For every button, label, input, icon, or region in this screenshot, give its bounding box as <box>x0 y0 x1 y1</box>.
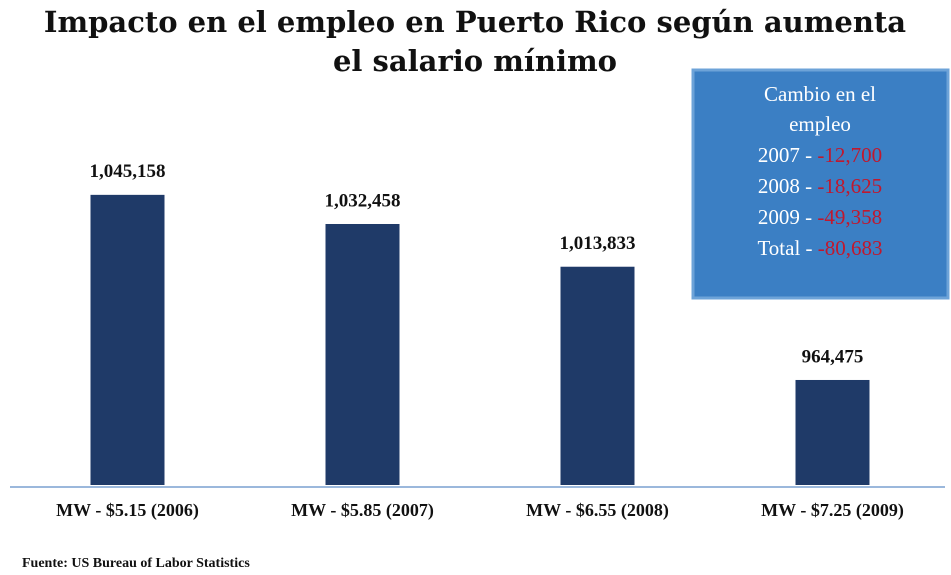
source: Fuente: US Bureau of Labor Statistics <box>22 556 250 571</box>
bar <box>325 223 400 485</box>
chart-title: el salario mínimo <box>333 44 617 78</box>
annotation-box <box>691 68 950 300</box>
chart-title: Impacto en el empleo en Puerto Rico segú… <box>44 5 906 39</box>
value-label: 964,475 <box>802 346 864 367</box>
bar <box>560 266 635 485</box>
annotation-label: 2009 - <box>758 205 818 229</box>
annotation-row: 2007 - -12,700 <box>758 143 882 167</box>
value-label: 1,032,458 <box>325 190 401 211</box>
annotation-title: Cambio en el empleo <box>764 82 876 136</box>
annotation-label: Total - <box>757 236 817 260</box>
annotation-value: -49,358 <box>817 205 882 229</box>
bar <box>795 379 870 485</box>
annotation-value: -80,683 <box>818 236 883 260</box>
annotation-label: 2008 - <box>758 174 818 198</box>
annotation-row: 2008 - -18,625 <box>758 174 882 198</box>
annotation-title-line: empleo <box>789 112 851 136</box>
x-tick-label: MW - $5.15 (2006) <box>56 500 199 521</box>
x-tick-label: MW - $5.85 (2007) <box>291 500 434 521</box>
x-tick-label: MW - $7.25 (2009) <box>761 500 904 521</box>
annotation-value: -12,700 <box>817 143 882 167</box>
annotation-title-line: Cambio en el <box>764 82 876 106</box>
x-tick-label: MW - $6.55 (2008) <box>526 500 669 521</box>
value-label: 1,013,833 <box>560 233 636 254</box>
bar <box>90 194 165 485</box>
annotation-row: 2009 - -49,358 <box>758 205 882 229</box>
annotation-row: Total - -80,683 <box>757 236 882 260</box>
annotation-label: 2007 - <box>758 143 818 167</box>
annotation-value: -18,625 <box>817 174 882 198</box>
value-label: 1,045,158 <box>90 161 166 182</box>
